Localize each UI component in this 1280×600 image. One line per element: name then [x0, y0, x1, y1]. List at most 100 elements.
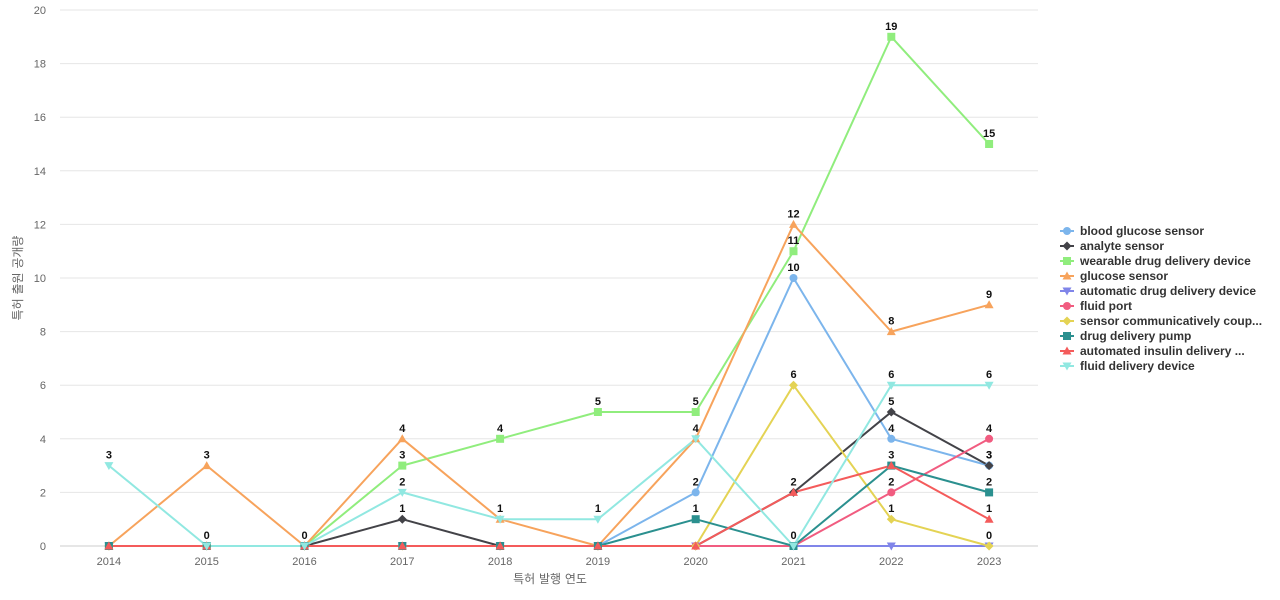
y-tick-label: 8: [40, 327, 46, 339]
legend-swatch-marker: [1062, 346, 1072, 355]
legend-item-wearable-drug-delivery-device[interactable]: wearable drug delivery device: [1060, 254, 1251, 268]
legend-swatch-marker: [1062, 316, 1072, 326]
legend-label: automatic drug delivery device: [1080, 284, 1256, 298]
legend-label: wearable drug delivery device: [1079, 254, 1251, 268]
data-point-blood-glucose-sensor: [789, 274, 798, 282]
data-point-glucose-sensor: [202, 461, 212, 470]
data-label: 19: [885, 21, 897, 33]
legend-item-automatic-drug-delivery-device[interactable]: automatic drug delivery device: [1060, 284, 1256, 298]
data-label: 10: [787, 262, 799, 274]
data-label: 0: [301, 530, 307, 542]
data-point-sensor-communicatively-coup: [789, 380, 798, 390]
legend-swatch-marker: [1063, 257, 1071, 265]
data-label: 9: [986, 289, 992, 301]
x-tick-label: 2018: [488, 556, 512, 568]
data-label: 5: [595, 396, 601, 408]
data-point-fluid-delivery-device: [397, 488, 407, 497]
data-label: 3: [888, 450, 894, 462]
series-line-fluid-delivery-device: [107, 384, 991, 547]
y-tick-label: 20: [34, 5, 46, 17]
legend-swatch-marker: [1062, 362, 1072, 371]
series-line-wearable-drug-delivery-device: [107, 35, 991, 547]
data-label: 2: [790, 476, 796, 488]
legend-item-drug-delivery-pump[interactable]: drug delivery pump: [1060, 329, 1191, 343]
series-line-sensor-communicatively-coup: [107, 384, 991, 547]
data-label: 2: [986, 476, 992, 488]
data-point-fluid-delivery-device: [104, 462, 114, 471]
legend-swatch-marker: [1062, 271, 1072, 280]
y-tick-label: 16: [34, 112, 46, 124]
x-tick-label: 2022: [879, 556, 903, 568]
x-tick-label: 2017: [390, 556, 414, 568]
legend-item-fluid-port[interactable]: fluid port: [1060, 299, 1132, 313]
legend-item-automated-insulin-delivery[interactable]: automated insulin delivery ...: [1060, 344, 1245, 358]
legend-swatch-marker: [1063, 227, 1071, 235]
data-label: 0: [986, 530, 992, 542]
y-tick-label: 4: [40, 434, 46, 446]
data-label: 3: [106, 450, 112, 462]
legend-swatch-marker: [1063, 332, 1071, 340]
data-label: 3: [204, 450, 210, 462]
data-label: 6: [790, 369, 796, 381]
data-label: 1: [595, 503, 601, 515]
legend-item-sensor-communicatively-coup[interactable]: sensor communicatively coup...: [1060, 314, 1262, 328]
series-line-blood-glucose-sensor: [107, 277, 991, 547]
data-point-wearable-drug-delivery-device: [691, 408, 700, 416]
data-label: 2: [399, 476, 405, 488]
data-label: 2: [888, 476, 894, 488]
legend-label: blood glucose sensor: [1080, 224, 1204, 238]
data-point-automated-insulin-delivery: [691, 541, 701, 550]
legend-item-blood-glucose-sensor[interactable]: blood glucose sensor: [1060, 224, 1204, 238]
data-point-fluid-delivery-device: [886, 381, 896, 390]
data-point-glucose-sensor: [886, 327, 896, 336]
legend-item-fluid-delivery-device[interactable]: fluid delivery device: [1060, 359, 1195, 373]
y-tick-label: 14: [34, 166, 46, 178]
data-label: 1: [888, 503, 894, 515]
data-point-wearable-drug-delivery-device: [985, 140, 994, 148]
data-point-wearable-drug-delivery-device: [593, 408, 602, 416]
data-label: 0: [204, 530, 210, 542]
legend-label: glucose sensor: [1080, 269, 1168, 283]
data-point-blood-glucose-sensor: [691, 488, 700, 497]
data-point-analyte-sensor: [886, 407, 896, 417]
legend-swatch-marker: [1062, 241, 1072, 251]
data-label: 15: [983, 128, 995, 140]
data-label: 6: [888, 369, 894, 381]
data-point-fluid-delivery-device: [984, 381, 994, 390]
x-tick-label: 2023: [977, 556, 1001, 568]
data-point-fluid-delivery-device: [300, 542, 309, 551]
y-tick-label: 10: [34, 273, 46, 285]
series-lines: [107, 35, 991, 547]
data-label: 1: [693, 503, 699, 515]
legend-label: analyte sensor: [1080, 239, 1164, 253]
data-point-automated-insulin-delivery: [495, 541, 505, 550]
data-label: 1: [497, 503, 503, 515]
data-label: 8: [888, 316, 894, 328]
x-axis-title: 특허 발행 연도: [513, 571, 587, 586]
y-axis-title: 특허 출원 공개량: [11, 236, 25, 321]
data-point-glucose-sensor: [984, 300, 994, 309]
data-point-analyte-sensor: [397, 514, 407, 524]
data-point-fluid-delivery-device: [789, 542, 798, 551]
legend-label: automated insulin delivery ...: [1080, 344, 1245, 358]
data-point-fluid-delivery-device: [691, 435, 701, 444]
data-point-automated-insulin-delivery: [984, 514, 994, 523]
legend-swatch-marker: [1063, 302, 1071, 310]
data-point-analyte-sensor: [984, 461, 994, 471]
y-tick-label: 12: [34, 219, 46, 231]
data-label: 3: [399, 450, 405, 462]
data-label: 2: [693, 476, 699, 488]
series-line-drug-delivery-pump: [107, 464, 991, 547]
data-label: 0: [790, 530, 796, 542]
x-tick-label: 2014: [97, 556, 121, 568]
legend-label: fluid delivery device: [1080, 359, 1195, 373]
legend-swatch-marker: [1062, 287, 1072, 296]
legend-item-analyte-sensor[interactable]: analyte sensor: [1060, 239, 1164, 253]
data-point-wearable-drug-delivery-device: [887, 32, 896, 41]
data-point-drug-delivery-pump: [985, 488, 994, 497]
legend-item-glucose-sensor[interactable]: glucose sensor: [1060, 269, 1168, 283]
